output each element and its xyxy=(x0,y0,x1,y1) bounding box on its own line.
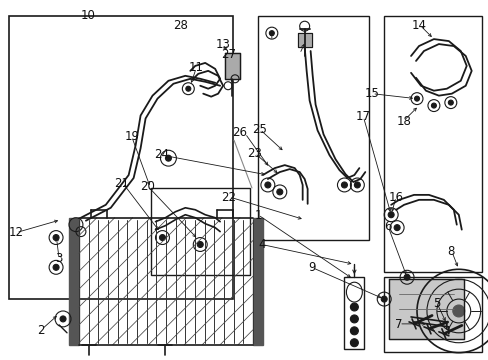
Polygon shape xyxy=(69,218,79,345)
Circle shape xyxy=(185,86,190,91)
Bar xyxy=(384,277,481,352)
Circle shape xyxy=(350,315,358,323)
Circle shape xyxy=(452,305,464,317)
Text: 6: 6 xyxy=(384,220,391,233)
Circle shape xyxy=(381,296,386,302)
Bar xyxy=(344,277,364,349)
Polygon shape xyxy=(388,279,463,339)
Text: 3: 3 xyxy=(55,252,62,265)
Text: 18: 18 xyxy=(396,114,410,127)
Text: 20: 20 xyxy=(140,180,154,193)
Circle shape xyxy=(264,182,270,188)
Text: 16: 16 xyxy=(388,191,403,204)
Text: 11: 11 xyxy=(188,61,203,74)
Circle shape xyxy=(341,182,346,188)
Text: 14: 14 xyxy=(411,19,426,32)
Text: 1: 1 xyxy=(254,209,262,222)
Circle shape xyxy=(393,225,399,231)
Text: 9: 9 xyxy=(307,261,315,274)
Text: 26: 26 xyxy=(232,126,246,139)
Text: 25: 25 xyxy=(251,123,266,136)
Circle shape xyxy=(53,235,59,240)
Circle shape xyxy=(53,264,59,270)
Text: 13: 13 xyxy=(215,38,229,51)
Text: 17: 17 xyxy=(355,110,370,123)
Text: 28: 28 xyxy=(173,19,187,32)
Circle shape xyxy=(197,242,203,247)
Circle shape xyxy=(350,303,358,311)
Text: 2: 2 xyxy=(38,324,45,337)
Text: 7: 7 xyxy=(395,318,402,331)
Polygon shape xyxy=(297,33,311,47)
Text: 22: 22 xyxy=(221,191,236,204)
Circle shape xyxy=(165,155,171,161)
Bar xyxy=(257,16,368,239)
Text: 23: 23 xyxy=(246,147,261,160)
Circle shape xyxy=(414,96,419,101)
Text: 19: 19 xyxy=(124,130,139,143)
Text: 21: 21 xyxy=(114,177,129,190)
Bar xyxy=(9,16,233,299)
Circle shape xyxy=(403,274,409,280)
Text: 4: 4 xyxy=(258,238,265,251)
Circle shape xyxy=(447,100,452,105)
Polygon shape xyxy=(224,53,240,79)
Circle shape xyxy=(387,212,393,218)
Bar xyxy=(384,16,481,272)
Text: 15: 15 xyxy=(364,87,379,100)
Circle shape xyxy=(350,339,358,347)
Circle shape xyxy=(60,316,66,322)
Text: 27: 27 xyxy=(221,48,236,61)
Bar xyxy=(150,188,249,275)
Circle shape xyxy=(354,182,360,188)
Polygon shape xyxy=(252,218,263,345)
Circle shape xyxy=(276,189,282,195)
Circle shape xyxy=(159,235,165,240)
Text: 10: 10 xyxy=(81,9,95,22)
Text: 12: 12 xyxy=(8,226,23,239)
Text: 8: 8 xyxy=(447,245,454,258)
Circle shape xyxy=(350,327,358,335)
Text: 24: 24 xyxy=(154,148,169,162)
Circle shape xyxy=(269,31,274,36)
Circle shape xyxy=(430,103,435,108)
Text: 5: 5 xyxy=(432,297,439,310)
